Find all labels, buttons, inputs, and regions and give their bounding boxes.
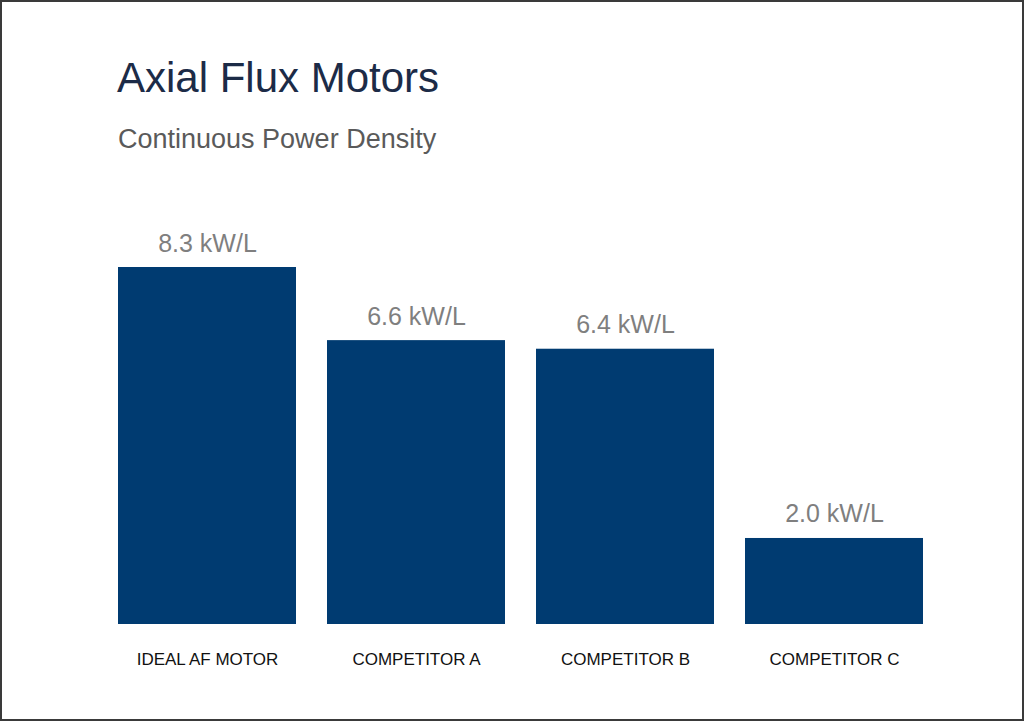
svg-text:2.0 kW/L: 2.0 kW/L (785, 499, 884, 527)
svg-text:COMPETITOR A: COMPETITOR A (352, 650, 481, 669)
svg-text:6.6 kW/L: 6.6 kW/L (367, 302, 466, 330)
svg-text:COMPETITOR C: COMPETITOR C (769, 650, 899, 669)
svg-text:COMPETITOR B: COMPETITOR B (561, 650, 690, 669)
svg-text:8.3 kW/L: 8.3 kW/L (158, 229, 257, 257)
svg-text:6.4 kW/L: 6.4 kW/L (576, 310, 675, 338)
svg-text:IDEAL AF MOTOR: IDEAL AF MOTOR (137, 650, 279, 669)
html-text:Axial Flux Motors: Axial Flux Motors (117, 54, 440, 101)
html-text:Continuous Power Density: Continuous Power Density (118, 124, 437, 154)
